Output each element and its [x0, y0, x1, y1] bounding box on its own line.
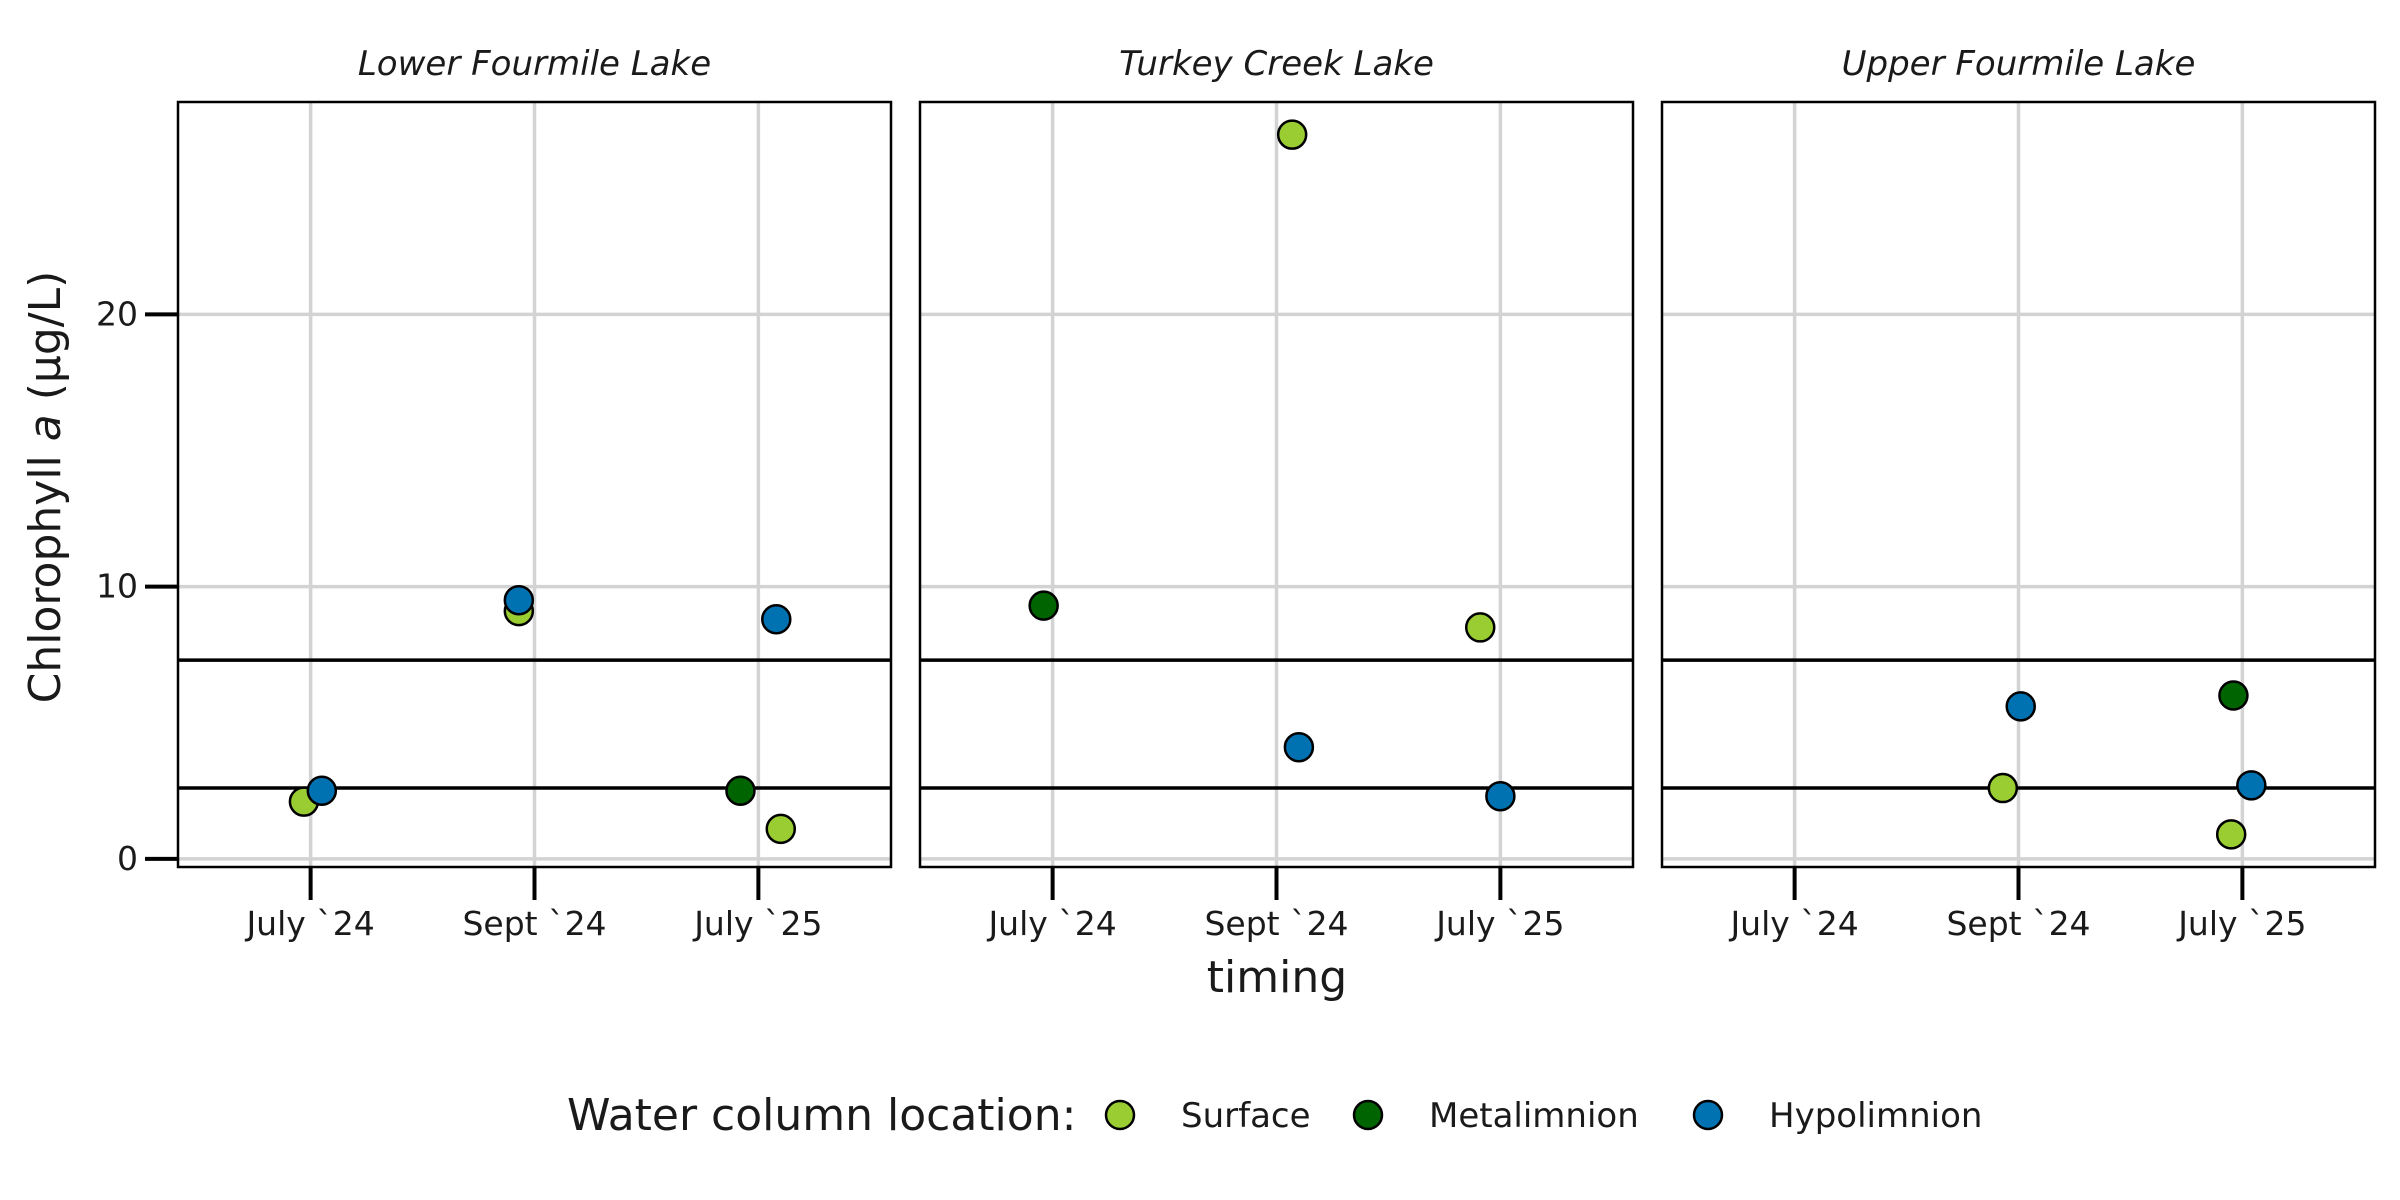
x-tick-label: July `24 — [986, 904, 1116, 943]
y-axis-title: Chlorophyll a (µg/L) — [20, 271, 71, 704]
data-point-hypolimnion — [2005, 691, 2036, 722]
data-point-hypolimnion — [761, 604, 792, 635]
y-axis-title-main: Chlorophyll — [20, 441, 71, 703]
y-axis: 0 10 20 — [96, 294, 178, 878]
facet-panel: Turkey Creek Lake July `24 Sept `24 July `2… — [918, 44, 1635, 943]
data-point-hypolimnion — [1485, 780, 1516, 812]
x-tick-label: Sept `24 — [462, 904, 606, 943]
data-point-metalimnion — [725, 775, 756, 807]
x-tick-label: July `24 — [1728, 904, 1858, 943]
legend-label: Hypolimnion — [1769, 1096, 1982, 1136]
facet-title: Lower Fourmile Lake — [358, 44, 711, 84]
legend-label: Surface — [1181, 1096, 1311, 1136]
legend-item: Surface — [1104, 1096, 1311, 1136]
legend-label: Metalimnion — [1429, 1096, 1639, 1136]
y-tick-label: 20 — [96, 294, 138, 333]
facet-panel: Upper Fourmile Lake July `24 Sept `24 July … — [1660, 44, 2377, 943]
legend-item: Hypolimnion — [1692, 1096, 1982, 1136]
data-point-surface — [765, 813, 797, 845]
x-axis-title: timing — [1207, 952, 1347, 1003]
data-point-surface — [1276, 119, 1308, 150]
data-point-metalimnion — [1028, 590, 1059, 621]
y-axis-title-unit: (µg/L) — [20, 271, 71, 415]
facet-title: Turkey Creek Lake — [1119, 44, 1434, 84]
data-point-metalimnion — [2218, 680, 2249, 711]
data-point-hypolimnion — [306, 775, 338, 807]
data-point-surface — [2215, 819, 2247, 850]
x-tick-label: July `24 — [244, 904, 374, 943]
legend: Water column location: Surface Metalimnion… — [567, 1090, 1982, 1141]
y-axis-title-italic: a — [20, 414, 71, 441]
x-tick-label: July `25 — [2176, 904, 2306, 943]
data-point-hypolimnion — [2236, 770, 2267, 801]
data-point-hypolimnion — [503, 584, 535, 616]
legend-swatch — [1692, 1099, 1724, 1131]
y-tick-label: 10 — [96, 567, 138, 606]
x-tick-label: July `25 — [692, 904, 822, 943]
legend-swatch — [1352, 1099, 1384, 1131]
legend-title: Water column location: — [567, 1090, 1076, 1141]
data-point-surface — [1987, 772, 2019, 804]
x-tick-label: Sept `24 — [1204, 904, 1348, 943]
data-point-surface — [1464, 612, 1496, 643]
data-point-hypolimnion — [1283, 731, 1315, 763]
legend-swatch — [1104, 1099, 1136, 1131]
facet-panel: Lower Fourmile Lake July `24 Sept `24 July … — [176, 44, 893, 943]
facets-layer: Lower Fourmile Lake July `24 Sept `24 July … — [96, 44, 2377, 943]
y-tick-label: 0 — [117, 839, 138, 878]
legend-item: Metalimnion — [1352, 1096, 1639, 1136]
x-tick-label: Sept `24 — [1946, 904, 2090, 943]
x-tick-label: July `25 — [1434, 904, 1564, 943]
facet-title: Upper Fourmile Lake — [1842, 44, 2196, 84]
